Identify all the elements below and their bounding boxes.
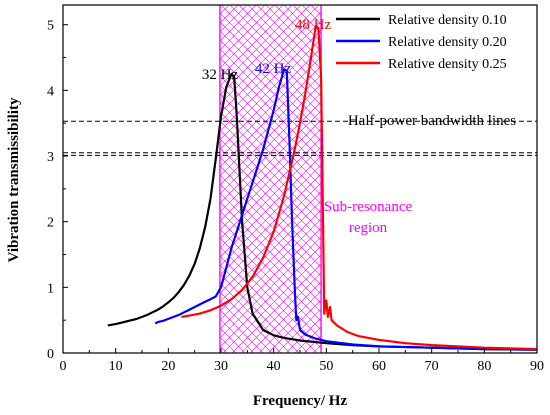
y-tick-label: 5: [47, 19, 54, 34]
legend-label: Relative density 0.25: [388, 57, 507, 72]
y-tick-label: 1: [47, 281, 54, 296]
series-lines: [107, 24, 537, 351]
legend: Relative density 0.10 Relative density 0.…: [336, 13, 507, 72]
series-line-1: [107, 72, 537, 351]
sub-resonance-region: [219, 5, 322, 353]
x-tick-label: 50: [319, 359, 333, 374]
x-tick-label: 60: [372, 359, 386, 374]
y-axis-label: Vibration transmissibility: [6, 97, 22, 262]
annotations: 32 Hz 42 Hz 48 Hz Half-power bandwidth line…: [202, 17, 516, 236]
half-power-label: Half-power bandwidth lines: [348, 113, 516, 129]
x-axis-label: Frequency/ Hz: [253, 393, 348, 409]
legend-label: Relative density 0.20: [388, 35, 507, 50]
y-tick-label: 4: [47, 84, 54, 99]
x-tick-label: 20: [161, 359, 175, 374]
region-hatch: [219, 5, 322, 353]
legend-label: Relative density 0.10: [388, 13, 507, 28]
peak-label: 32 Hz: [202, 67, 239, 83]
x-tick-label: 70: [425, 359, 439, 374]
y-tick-label: 0: [47, 347, 54, 362]
x-tick-label: 30: [214, 359, 228, 374]
peak-label: 42 Hz: [255, 61, 292, 77]
x-tick-label: 10: [109, 359, 123, 374]
x-axis-ticks: 0 10 20 30 40 50 60 70 80 90: [60, 348, 544, 374]
y-tick-label: 3: [47, 150, 54, 165]
region-label-line2: region: [349, 220, 388, 236]
x-tick-label: 90: [530, 359, 544, 374]
peak-label: 48 Hz: [295, 17, 332, 33]
x-tick-label: 80: [477, 359, 491, 374]
region-label-line1: Sub-resonance: [324, 199, 413, 215]
x-tick-label: 0: [60, 359, 67, 374]
y-axis-ticks: 0 1 2 3 4 5: [47, 19, 68, 362]
series-line-3: [181, 24, 537, 351]
series-line-2: [154, 68, 537, 351]
x-tick-label: 40: [267, 359, 281, 374]
y-tick-label: 2: [47, 216, 54, 231]
